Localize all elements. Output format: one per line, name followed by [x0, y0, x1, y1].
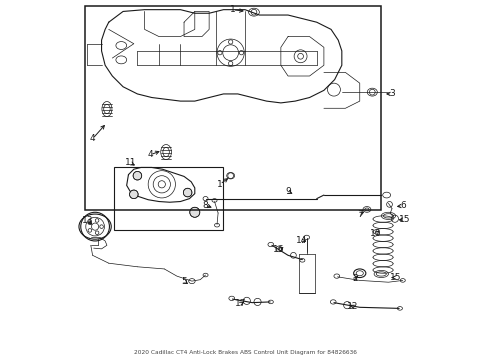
Circle shape: [183, 188, 192, 197]
Text: 4: 4: [90, 134, 96, 143]
Text: 16: 16: [273, 246, 285, 255]
Text: 17: 17: [235, 299, 246, 308]
Bar: [85, 6, 381, 211]
Text: 12: 12: [347, 302, 358, 311]
Text: 15: 15: [390, 273, 401, 282]
Text: 4: 4: [147, 150, 153, 159]
Circle shape: [133, 171, 142, 180]
Text: 2020 Cadillac CT4 Anti-Lock Brakes ABS Control Unit Diagram for 84826636: 2020 Cadillac CT4 Anti-Lock Brakes ABS C…: [134, 350, 356, 355]
Bar: [114, 167, 223, 230]
Text: 1: 1: [217, 180, 223, 189]
Text: 8: 8: [203, 201, 208, 210]
Circle shape: [129, 190, 138, 199]
Text: 7: 7: [357, 210, 363, 219]
Text: 15: 15: [399, 215, 410, 224]
Text: 2: 2: [353, 274, 358, 283]
Text: 13: 13: [81, 216, 93, 225]
Text: 6: 6: [400, 201, 406, 210]
Text: 5: 5: [181, 276, 187, 285]
Text: 14: 14: [296, 237, 307, 246]
Text: 9: 9: [285, 187, 291, 196]
Circle shape: [190, 207, 200, 217]
Text: 1: 1: [230, 5, 235, 14]
Text: 11: 11: [124, 158, 136, 167]
Text: 3: 3: [389, 89, 395, 98]
Text: 10: 10: [370, 229, 382, 238]
